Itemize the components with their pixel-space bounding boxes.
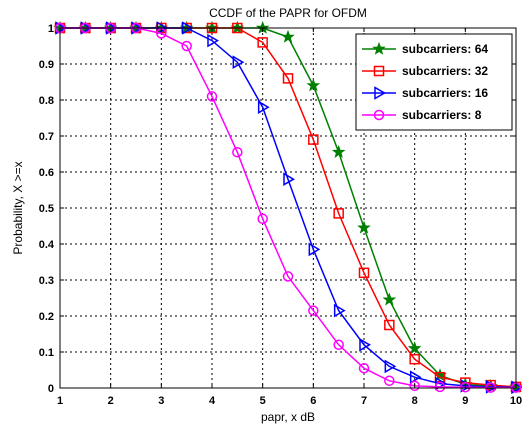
legend-label: subcarriers: 16 [402, 86, 488, 100]
y-axis-label: Probability, X >=x [11, 161, 25, 254]
legend-item: subcarriers: 64 [362, 41, 488, 56]
legend: subcarriers: 64 subcarriers: 32 subcarrier… [355, 33, 513, 131]
y-tick-label: 0.3 [39, 275, 54, 287]
data-point [257, 100, 270, 115]
x-tick-label: 7 [361, 395, 367, 407]
y-tick-label: 0.7 [39, 131, 54, 143]
data-point [308, 242, 321, 257]
data-point [359, 337, 371, 352]
legend-marker [374, 86, 386, 100]
legend-label: subcarriers: 8 [402, 108, 482, 122]
data-point [384, 319, 395, 331]
legend-item: subcarriers: 8 [362, 108, 482, 122]
x-tick-label: 6 [310, 395, 316, 407]
y-tick-label: 0.9 [39, 59, 54, 71]
x-tick-label: 10 [510, 395, 522, 407]
data-point [409, 370, 422, 385]
x-tick-label: 3 [158, 395, 164, 407]
legend-marker [372, 41, 386, 55]
data-point [333, 303, 346, 318]
data-point [384, 375, 395, 387]
data-point [358, 267, 370, 279]
data-point [308, 134, 319, 145]
x-tick-label: 2 [108, 395, 114, 407]
data-point [434, 381, 446, 393]
y-tick-label: 0.4 [39, 239, 55, 251]
data-point [409, 380, 420, 392]
legend-marker [373, 109, 385, 121]
data-point [333, 208, 344, 219]
data-point [358, 362, 370, 374]
data-point [333, 339, 344, 351]
data-point [409, 353, 420, 365]
y-tick-label: 0.6 [39, 167, 54, 179]
data-point [257, 213, 268, 225]
data-point [283, 172, 295, 187]
y-tick-label: 0 [48, 383, 54, 395]
legend-item: subcarriers: 32 [362, 64, 488, 78]
data-point [181, 40, 192, 52]
x-tick-label: 8 [412, 395, 418, 407]
y-tick-label: 0.8 [39, 95, 54, 107]
data-point [384, 359, 397, 374]
legend-marker [373, 65, 385, 77]
data-point [407, 341, 422, 355]
x-tick-label: 4 [209, 395, 216, 407]
data-point [282, 271, 294, 282]
data-point [206, 91, 218, 102]
data-point [207, 33, 219, 48]
y-tick-label: 0.2 [39, 311, 54, 323]
data-point [331, 145, 346, 158]
data-point [308, 305, 319, 316]
legend-box [355, 33, 513, 131]
data-point [257, 37, 268, 48]
data-point [460, 382, 471, 393]
data-point [281, 29, 295, 43]
legend-label: subcarriers: 64 [402, 42, 488, 56]
y-tick-label: 0.5 [39, 203, 54, 215]
data-point [382, 292, 397, 306]
x-axis-label: papr, x dB [261, 410, 315, 424]
legend-item: subcarriers: 16 [362, 86, 488, 100]
x-tick-label: 1 [57, 395, 63, 407]
data-point [232, 146, 243, 158]
ticks: 1 2 3 4 5 6 7 8 9 10 0 0.1 0.2 0.3 0.4 0.5 0.6 0.7 0.8 0.9 1 [39, 23, 522, 407]
y-tick-label: 0.1 [39, 347, 54, 359]
data-point [232, 55, 245, 70]
data-point [357, 220, 371, 234]
data-point [306, 78, 321, 92]
chart-title: CCDF of the PAPR for OFDM [209, 6, 367, 20]
legend-label: subcarriers: 32 [402, 64, 488, 78]
y-tick-label: 1 [48, 23, 54, 35]
x-tick-label: 9 [462, 395, 468, 407]
x-tick-label: 5 [260, 395, 266, 407]
data-point [282, 73, 294, 84]
